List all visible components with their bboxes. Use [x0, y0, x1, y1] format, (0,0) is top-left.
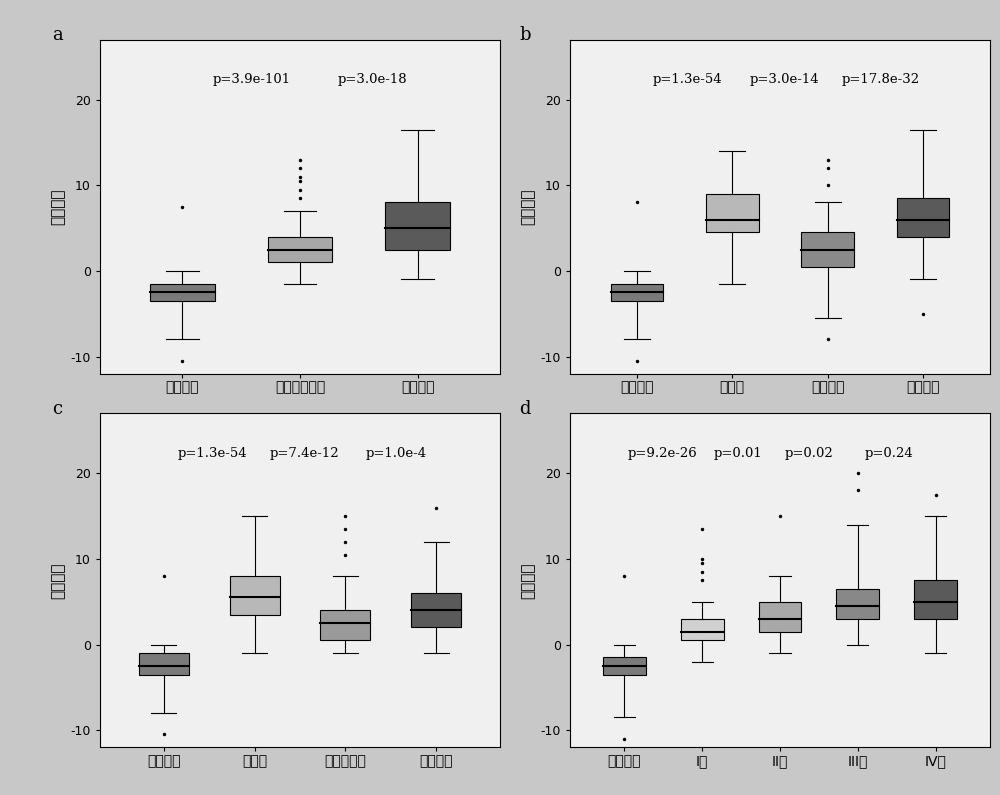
Text: p=3.0e-18: p=3.0e-18: [337, 73, 407, 87]
Text: p=1.3e-54: p=1.3e-54: [653, 73, 722, 87]
Bar: [914, 580, 957, 619]
Y-axis label: 诊断指数: 诊断指数: [50, 188, 65, 225]
Bar: [759, 602, 801, 632]
Bar: [385, 203, 450, 250]
Text: p=9.2e-26: p=9.2e-26: [628, 447, 697, 460]
Bar: [230, 576, 280, 615]
Bar: [320, 611, 370, 640]
Text: p=17.8e-32: p=17.8e-32: [842, 73, 920, 87]
Text: d: d: [520, 400, 531, 418]
Text: p=0.02: p=0.02: [785, 447, 834, 460]
Text: c: c: [52, 400, 62, 418]
Bar: [150, 284, 215, 301]
Bar: [411, 593, 461, 627]
Bar: [681, 619, 724, 640]
Text: a: a: [52, 26, 63, 45]
Text: p=1.0e-4: p=1.0e-4: [365, 447, 427, 460]
Bar: [801, 232, 854, 266]
Bar: [603, 657, 646, 674]
Text: p=3.9e-101: p=3.9e-101: [213, 73, 291, 87]
Bar: [897, 198, 949, 237]
Y-axis label: 诊断指数: 诊断指数: [50, 562, 65, 599]
Bar: [139, 653, 189, 674]
Text: p=3.0e-14: p=3.0e-14: [749, 73, 819, 87]
Y-axis label: 诊断指数: 诊断指数: [520, 188, 535, 225]
Bar: [836, 589, 879, 619]
Text: p=7.4e-12: p=7.4e-12: [269, 447, 339, 460]
Y-axis label: 诊断指数: 诊断指数: [520, 562, 535, 599]
Text: p=0.01: p=0.01: [714, 447, 762, 460]
Bar: [611, 284, 663, 301]
Text: p=0.24: p=0.24: [865, 447, 914, 460]
Text: p=1.3e-54: p=1.3e-54: [177, 447, 247, 460]
Text: b: b: [520, 26, 531, 45]
Bar: [706, 194, 759, 232]
Bar: [268, 237, 332, 262]
